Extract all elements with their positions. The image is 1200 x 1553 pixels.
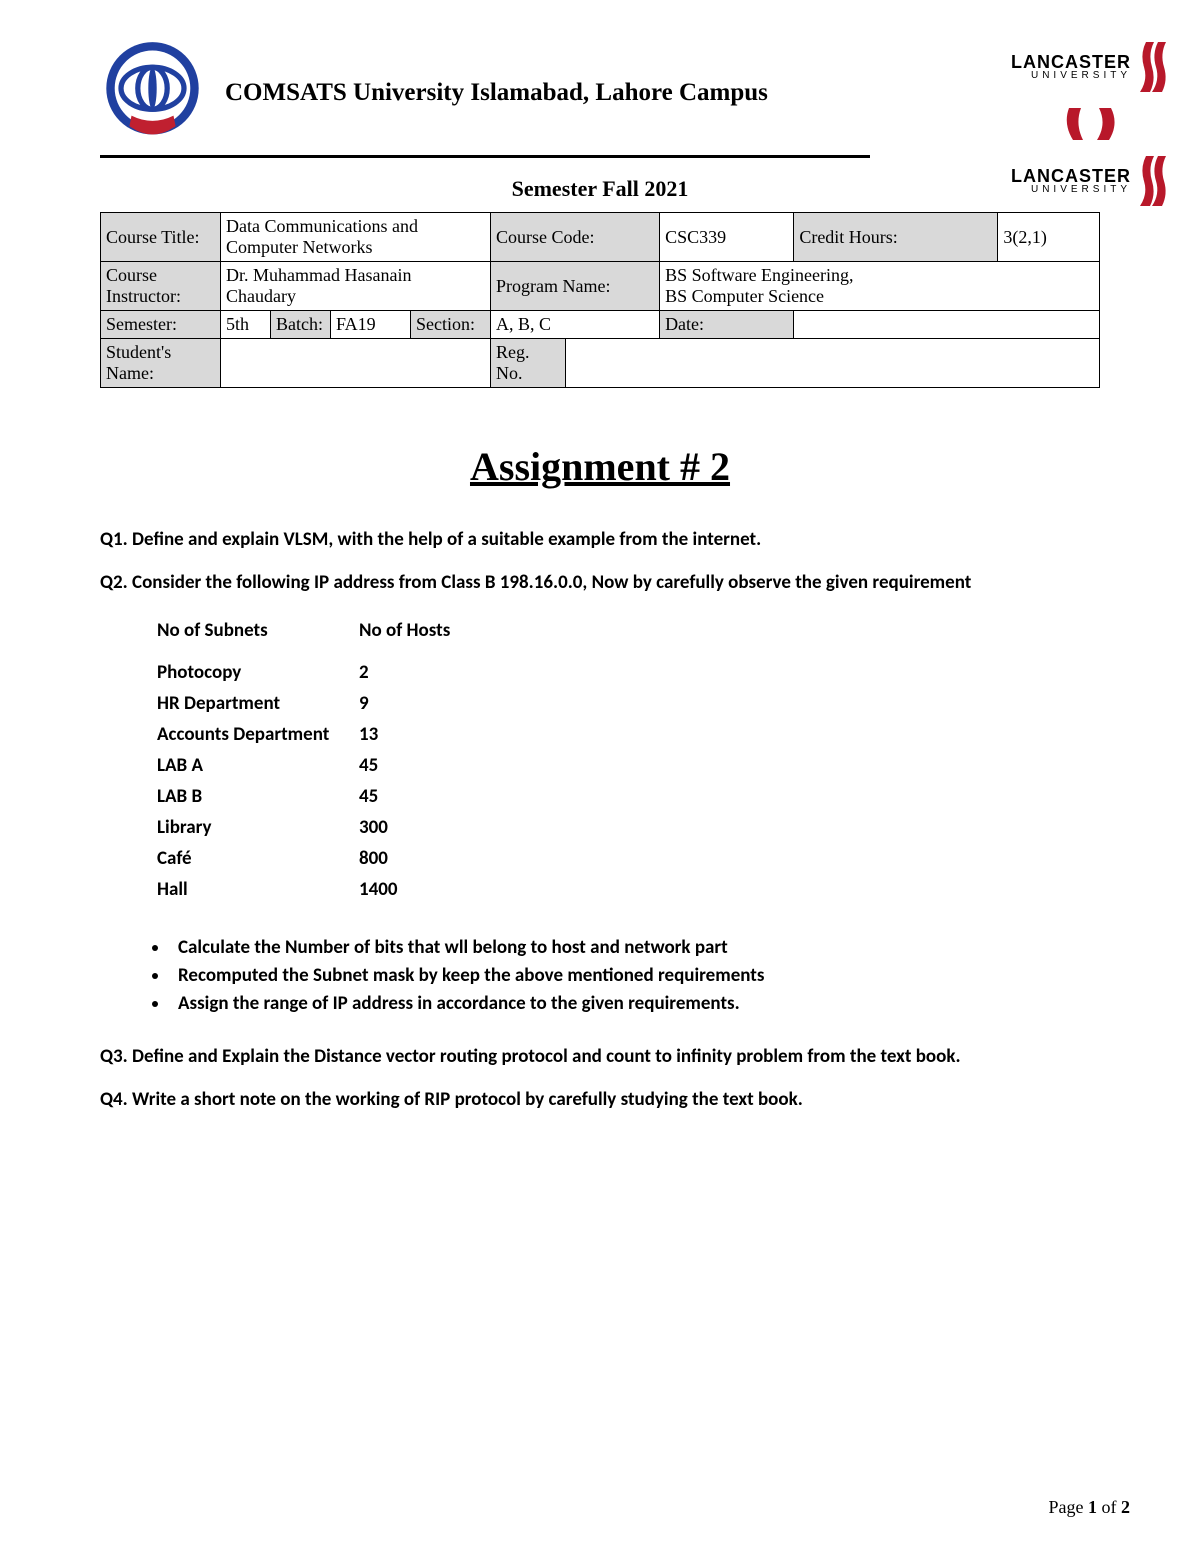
subnet-name: HR Department <box>157 689 357 718</box>
subnet-name: Hall <box>157 875 357 904</box>
task-list: Calculate the Number of bits that wll be… <box>170 936 1100 1015</box>
assignment-title: Assignment # 2 <box>100 443 1100 490</box>
value-reg <box>566 339 1100 388</box>
footer-prefix: Page <box>1049 1497 1089 1517</box>
subnet-header-hosts: No of Hosts <box>359 616 460 656</box>
subnet-row: Library300 <box>157 813 460 842</box>
university-title: COMSATS University Islamabad, Lahore Cam… <box>225 79 1100 107</box>
value-credit: 3(2,1) <box>998 213 1100 262</box>
subnet-row: Photocopy2 <box>157 658 460 687</box>
subnet-name: Photocopy <box>157 658 357 687</box>
subnet-row: Accounts Department13 <box>157 720 460 749</box>
lancaster-sublabel: UNIVERSITY <box>1011 185 1131 195</box>
task-item: Assign the range of IP address in accord… <box>170 992 1100 1015</box>
subnet-hosts: 45 <box>359 751 460 780</box>
subnet-name: Café <box>157 844 357 873</box>
task-item: Recomputed the Subnet mask by keep the a… <box>170 964 1100 987</box>
footer-current: 1 <box>1088 1497 1097 1517</box>
lancaster-label: LANCASTER <box>1011 53 1131 71</box>
footer-of: of <box>1097 1497 1121 1517</box>
subnet-name: Accounts Department <box>157 720 357 749</box>
value-student <box>221 339 491 388</box>
comsats-logo <box>100 40 205 145</box>
course-info-table: Course Title: Data Communications and Co… <box>100 212 1100 388</box>
subnet-row: HR Department9 <box>157 689 460 718</box>
header-divider <box>100 155 870 158</box>
value-batch: FA19 <box>331 311 411 339</box>
question-4: Q4. Write a short note on the working of… <box>100 1088 1100 1111</box>
label-semester: Semester: <box>101 311 221 339</box>
subnet-row: Hall1400 <box>157 875 460 904</box>
label-section: Section: <box>411 311 491 339</box>
lancaster-mid-icon <box>1061 104 1121 144</box>
value-course-title: Data Communications and Computer Network… <box>221 213 491 262</box>
value-section: A, B, C <box>491 311 660 339</box>
subnet-row: LAB B45 <box>157 782 460 811</box>
subnet-hosts: 800 <box>359 844 460 873</box>
label-batch: Batch: <box>271 311 331 339</box>
task-item: Calculate the Number of bits that wll be… <box>170 936 1100 959</box>
value-course-code: CSC339 <box>660 213 794 262</box>
subnet-hosts: 1400 <box>359 875 460 904</box>
label-student: Student's Name: <box>101 339 221 388</box>
subnet-name: LAB B <box>157 782 357 811</box>
document-page: COMSATS University Islamabad, Lahore Cam… <box>0 0 1200 1161</box>
subnet-table: No of Subnets No of Hosts Photocopy2HR D… <box>155 614 462 906</box>
subnet-row: LAB A45 <box>157 751 460 780</box>
label-course-code: Course Code: <box>491 213 660 262</box>
lancaster-logo-2: LANCASTER UNIVERSITY <box>1011 154 1170 208</box>
subnet-header-name: No of Subnets <box>157 616 357 656</box>
value-instructor: Dr. Muhammad Hasanain Chaudary <box>221 262 491 311</box>
label-instructor: Course Instructor: <box>101 262 221 311</box>
lancaster-sublabel: UNIVERSITY <box>1011 71 1131 81</box>
footer-total: 2 <box>1121 1497 1130 1517</box>
subnet-row: Café800 <box>157 844 460 873</box>
value-date <box>794 311 1100 339</box>
lancaster-logos: LANCASTER UNIVERSITY LANCASTER UNIVERSIT… <box>1011 40 1170 208</box>
label-course-title: Course Title: <box>101 213 221 262</box>
lancaster-icon <box>1136 154 1170 208</box>
label-credit: Credit Hours: <box>794 213 998 262</box>
label-program: Program Name: <box>491 262 660 311</box>
subnet-hosts: 300 <box>359 813 460 842</box>
lancaster-logo-1: LANCASTER UNIVERSITY <box>1011 40 1170 94</box>
lancaster-label: LANCASTER <box>1011 167 1131 185</box>
question-1: Q1. Define and explain VLSM, with the he… <box>100 528 1100 551</box>
subnet-name: Library <box>157 813 357 842</box>
label-date: Date: <box>660 311 794 339</box>
subnet-hosts: 2 <box>359 658 460 687</box>
subnet-hosts: 9 <box>359 689 460 718</box>
header: COMSATS University Islamabad, Lahore Cam… <box>100 40 1100 145</box>
value-semester: 5th <box>221 311 271 339</box>
question-2: Q2. Consider the following IP address fr… <box>100 571 1100 594</box>
subnet-name: LAB A <box>157 751 357 780</box>
value-program: BS Software Engineering, BS Computer Sci… <box>660 262 1100 311</box>
semester-heading: Semester Fall 2021 <box>100 176 1100 202</box>
subnet-hosts: 45 <box>359 782 460 811</box>
question-3: Q3. Define and Explain the Distance vect… <box>100 1045 1100 1068</box>
subnet-hosts: 13 <box>359 720 460 749</box>
page-footer: Page 1 of 2 <box>1049 1497 1131 1518</box>
lancaster-icon <box>1136 40 1170 94</box>
label-reg: Reg. No. <box>491 339 566 388</box>
